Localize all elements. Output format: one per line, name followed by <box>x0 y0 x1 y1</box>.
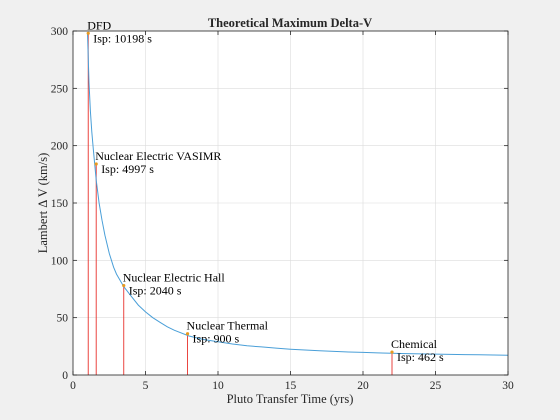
x-axis-label: Pluto Transfer Time (yrs) <box>227 392 354 406</box>
annotation-name: DFD <box>87 18 111 32</box>
series-line <box>87 33 509 356</box>
y-tick-label: 50 <box>57 313 69 325</box>
annotation-isp: Isp: 2040 s <box>129 284 182 298</box>
annotation-marker <box>390 350 394 354</box>
annotation-stems <box>87 33 393 375</box>
annotation-name: Nuclear Thermal <box>187 319 269 333</box>
x-tick-label: 25 <box>430 380 442 392</box>
annotation-isp: Isp: 10198 s <box>93 31 152 45</box>
annotation-isp: Isp: 4997 s <box>101 162 154 176</box>
x-tick-label: 20 <box>357 380 369 392</box>
annotation-markers <box>86 31 394 354</box>
y-tick-label: 150 <box>51 198 69 210</box>
x-tick-label: 0 <box>70 380 76 392</box>
y-tick-label: 100 <box>51 255 69 267</box>
x-tick-label: 10 <box>212 380 224 392</box>
annotation-marker <box>86 31 90 35</box>
x-tick-label: 15 <box>285 380 297 392</box>
y-tick-label: 250 <box>51 83 69 95</box>
annotation-marker <box>94 162 98 166</box>
annotation-name: Chemical <box>391 337 438 351</box>
annotation-marker <box>122 283 126 288</box>
annotation-name: Nuclear Electric VASIMR <box>95 149 221 163</box>
y-axis-label: Lambert Δ V (km/s) <box>36 153 50 254</box>
chart-title: Theoretical Maximum Delta-V <box>208 16 372 30</box>
annotation-name: Nuclear Electric Hall <box>123 271 226 285</box>
annotation-marker <box>185 332 190 336</box>
x-tick-label: 5 <box>143 380 149 392</box>
annotation-isp: Isp: 900 s <box>193 332 240 346</box>
y-tick-label: 0 <box>62 370 68 382</box>
annotation-isp: Isp: 462 s <box>397 350 444 364</box>
y-tick-label: 200 <box>51 141 69 153</box>
x-tick-label: 30 <box>502 380 514 392</box>
y-tick-label: 300 <box>51 26 69 38</box>
